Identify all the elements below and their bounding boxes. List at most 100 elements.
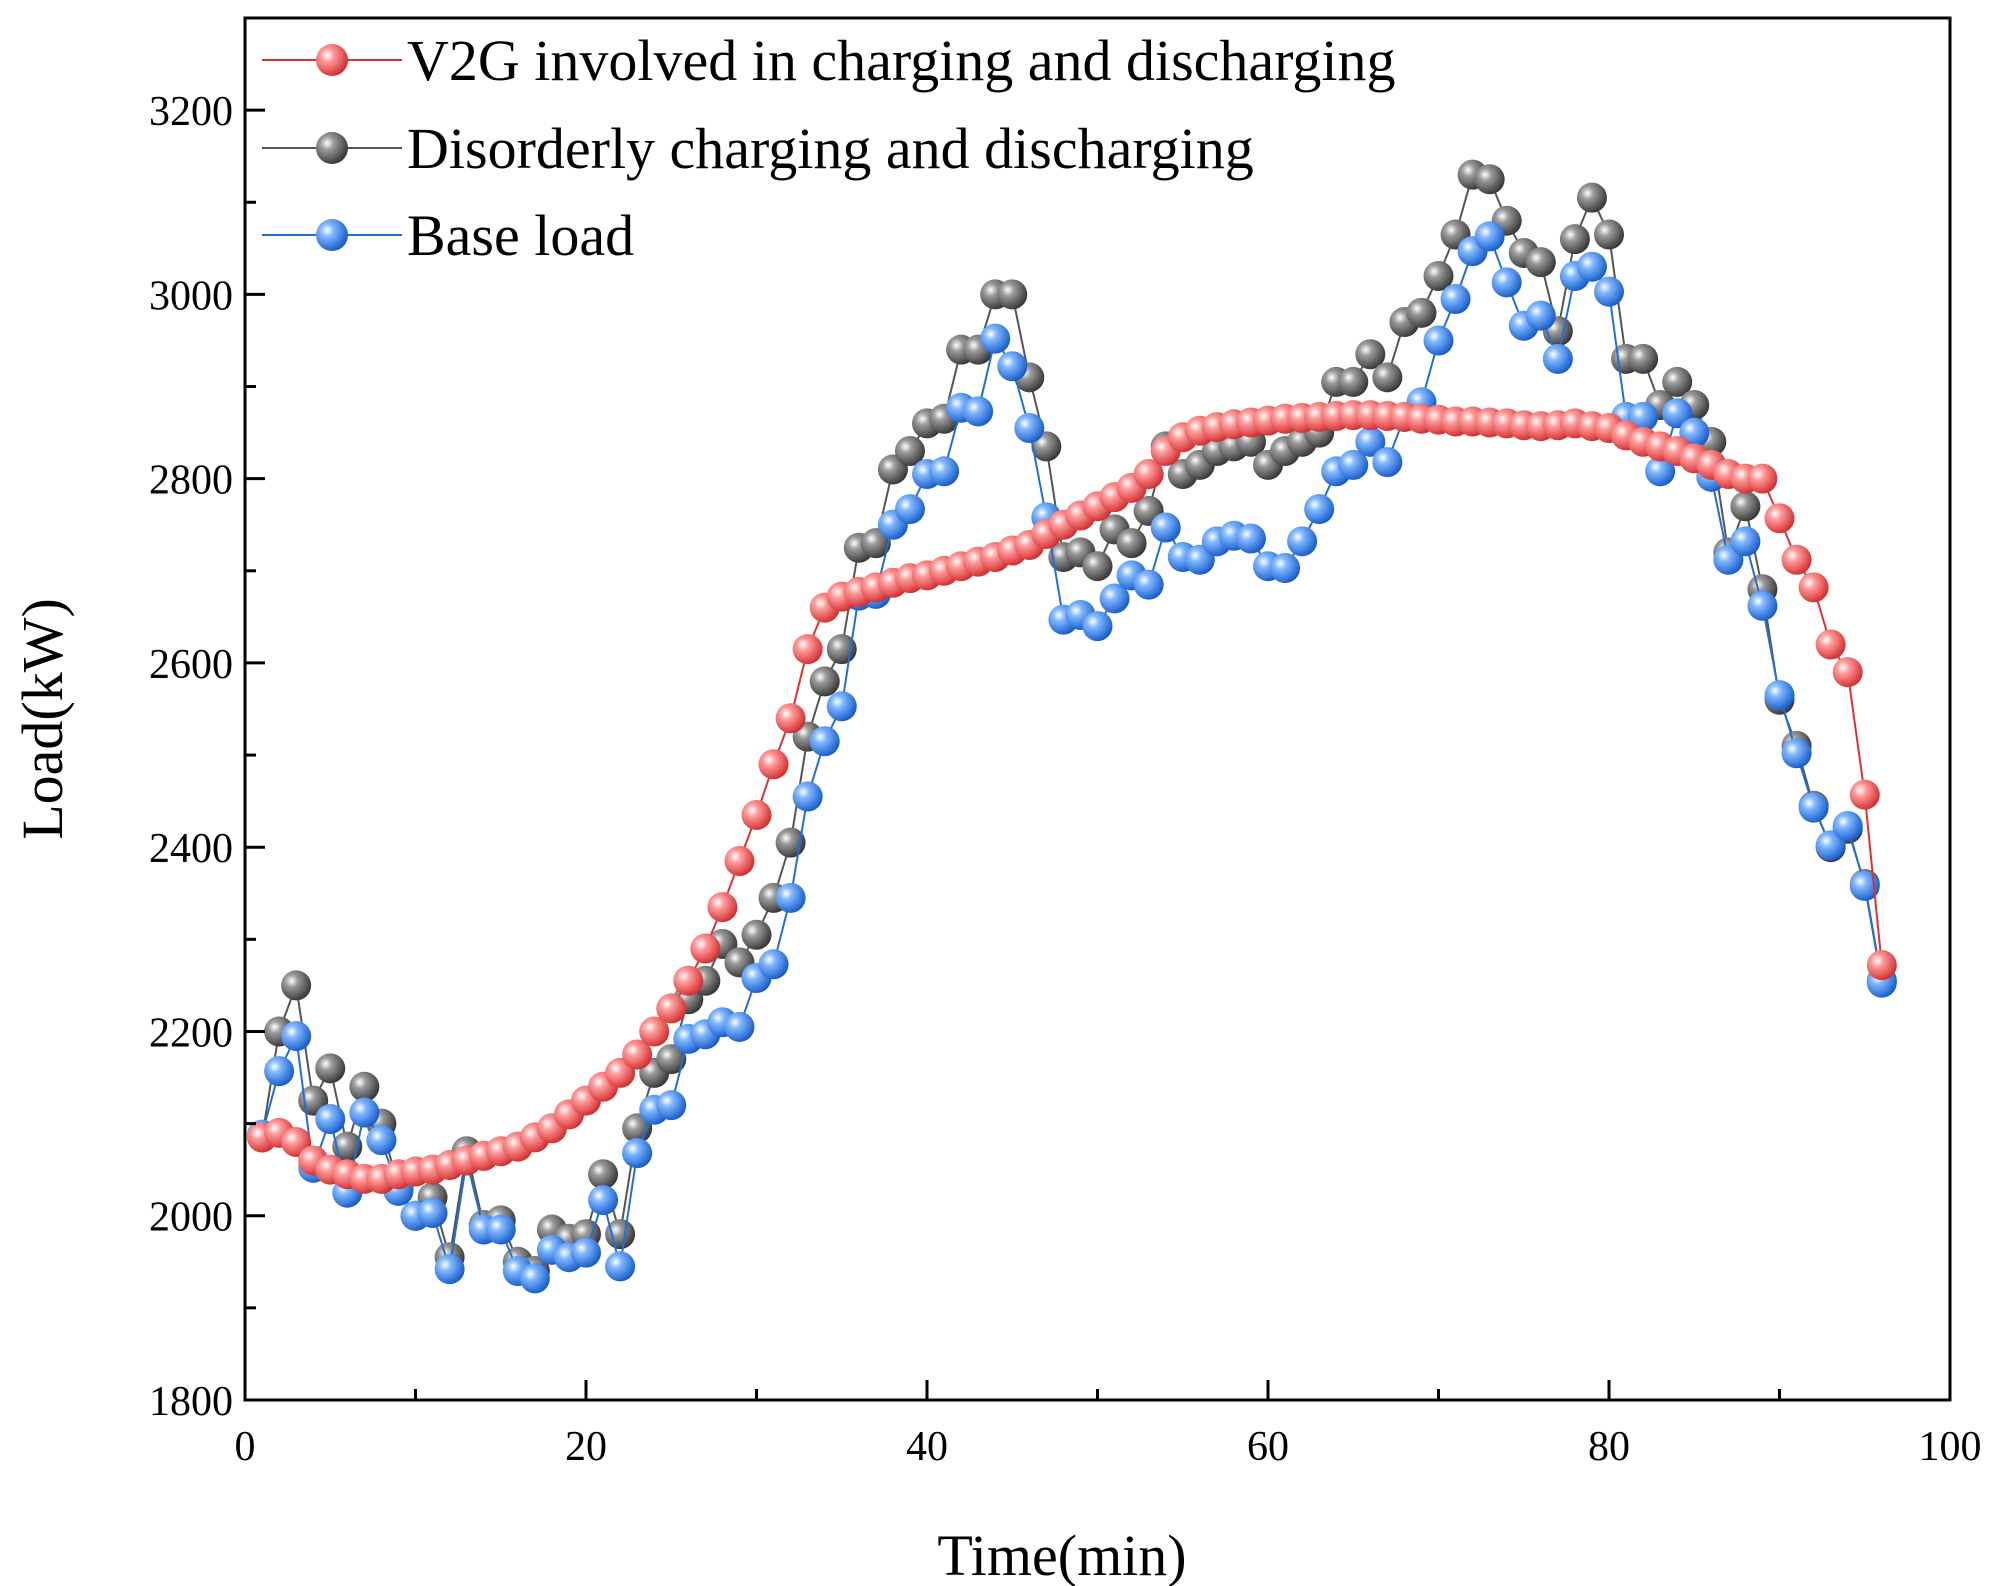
data-point xyxy=(1235,523,1266,554)
data-point xyxy=(741,919,772,950)
y-tick-label: 2000 xyxy=(149,1195,233,1241)
legend-label: V2G involved in charging and discharging xyxy=(407,28,1396,93)
data-point xyxy=(1372,447,1403,478)
y-tick-label: 2400 xyxy=(149,826,233,872)
legend-item: V2G involved in charging and discharging xyxy=(262,28,1396,93)
data-point xyxy=(792,781,823,812)
data-point xyxy=(1747,590,1778,621)
data-point xyxy=(1815,629,1846,660)
data-point xyxy=(1491,267,1522,298)
data-point xyxy=(1781,544,1812,575)
data-point xyxy=(417,1197,448,1228)
data-point xyxy=(775,703,806,734)
data-point xyxy=(1645,456,1676,487)
data-point xyxy=(349,1097,380,1128)
data-point xyxy=(741,799,772,830)
data-point xyxy=(281,970,312,1001)
data-point xyxy=(1270,553,1301,584)
data-point xyxy=(656,1090,687,1121)
legend-item: Disorderly charging and discharging xyxy=(262,116,1254,181)
legend: V2G involved in charging and discharging… xyxy=(262,28,1396,268)
data-point xyxy=(1133,459,1164,490)
data-point xyxy=(1338,449,1369,480)
data-point xyxy=(1355,339,1386,370)
data-point xyxy=(1764,680,1795,711)
data-point xyxy=(1798,792,1829,823)
data-point xyxy=(1798,572,1829,603)
data-point xyxy=(1082,551,1113,582)
data-point xyxy=(724,846,755,877)
legend-marker xyxy=(316,219,348,251)
data-point xyxy=(758,949,789,980)
data-point xyxy=(894,436,925,467)
data-point xyxy=(639,1016,670,1047)
data-point xyxy=(997,351,1028,382)
data-point xyxy=(1559,224,1590,255)
data-point xyxy=(1287,526,1318,557)
data-point xyxy=(1525,300,1556,331)
data-point xyxy=(1525,247,1556,278)
data-point xyxy=(1542,343,1573,374)
data-point xyxy=(1372,362,1403,393)
data-point xyxy=(1576,182,1607,213)
series-line xyxy=(261,234,1883,1280)
data-point xyxy=(1849,779,1880,810)
data-point xyxy=(1628,343,1659,374)
data-point xyxy=(1474,221,1505,252)
data-point xyxy=(1662,366,1693,397)
data-point xyxy=(1764,503,1795,534)
data-point xyxy=(1781,738,1812,769)
data-point xyxy=(792,634,823,665)
data-point xyxy=(1116,528,1147,559)
data-point xyxy=(963,396,994,427)
x-axis-title: Time(min) xyxy=(937,1523,1186,1586)
x-tick-label: 60 xyxy=(1247,1424,1289,1470)
y-tick-label: 2600 xyxy=(149,642,233,688)
y-tick-label: 2200 xyxy=(149,1010,233,1056)
data-point xyxy=(605,1219,636,1250)
data-point xyxy=(366,1125,397,1156)
data-point xyxy=(1474,164,1505,195)
data-point xyxy=(1866,950,1897,981)
data-point xyxy=(1082,611,1113,642)
y-tick-label: 3000 xyxy=(149,273,233,319)
axes-layer: 0 20 40 60 80 100 1800 2000 2200 2400 2600 2800 3000… xyxy=(149,16,1982,1470)
legend-marker xyxy=(316,132,348,164)
data-point xyxy=(1133,569,1164,600)
data-point xyxy=(519,1263,550,1294)
data-point xyxy=(1594,276,1624,307)
data-point xyxy=(434,1254,465,1285)
data-point xyxy=(758,749,789,780)
data-point xyxy=(605,1251,636,1282)
data-point xyxy=(1304,494,1335,525)
data-point xyxy=(826,691,857,722)
data-point xyxy=(281,1021,312,1052)
data-point xyxy=(315,1053,346,1084)
data-point xyxy=(622,1039,653,1070)
data-point xyxy=(622,1138,653,1169)
data-point xyxy=(1440,284,1471,315)
data-point xyxy=(894,494,925,525)
legend-label: Base load xyxy=(407,203,634,268)
x-tick-label: 40 xyxy=(906,1424,948,1470)
data-point xyxy=(1423,325,1454,356)
data-point xyxy=(1747,463,1778,494)
data-point xyxy=(656,993,687,1024)
data-point xyxy=(997,279,1028,310)
series-0 xyxy=(247,159,1897,1287)
x-tick-label: 80 xyxy=(1588,1424,1630,1470)
y-axis-title: Load(kW) xyxy=(10,598,75,840)
data-point xyxy=(1576,251,1607,282)
x-tick-label: 20 xyxy=(565,1424,607,1470)
data-point xyxy=(1730,491,1761,522)
y-tick-label: 3200 xyxy=(149,89,233,135)
data-point xyxy=(571,1237,601,1268)
data-point xyxy=(315,1103,346,1134)
data-point xyxy=(656,1044,687,1075)
series-line xyxy=(261,173,1883,1273)
data-point xyxy=(1730,526,1761,557)
data-point xyxy=(1832,811,1863,842)
series-1 xyxy=(247,221,1897,1294)
series-2 xyxy=(247,400,1897,1194)
